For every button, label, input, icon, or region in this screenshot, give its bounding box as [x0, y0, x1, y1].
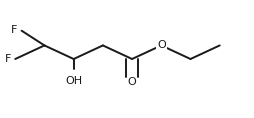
Text: O: O — [128, 77, 136, 87]
Text: OH: OH — [65, 76, 82, 86]
Text: F: F — [5, 54, 11, 64]
Text: O: O — [157, 40, 166, 50]
Text: F: F — [11, 25, 17, 35]
